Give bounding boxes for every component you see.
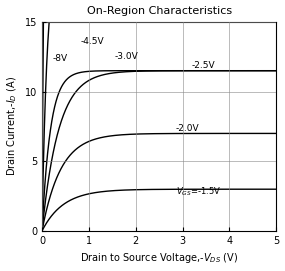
Text: -3.0V: -3.0V [115,52,138,61]
Title: On-Region Characteristics: On-Region Characteristics [87,6,232,15]
Y-axis label: Drain Current,-$I_D$ (A): Drain Current,-$I_D$ (A) [5,76,19,176]
Text: -2.5V: -2.5V [192,61,215,70]
Text: -8V: -8V [52,54,67,63]
Text: -4.5V: -4.5V [80,37,104,46]
Text: -2.0V: -2.0V [176,124,199,133]
Text: $V_{GS}$=-1.5V: $V_{GS}$=-1.5V [176,185,221,198]
X-axis label: Drain to Source Voltage,-$V_{DS}$ (V): Drain to Source Voltage,-$V_{DS}$ (V) [80,251,238,265]
